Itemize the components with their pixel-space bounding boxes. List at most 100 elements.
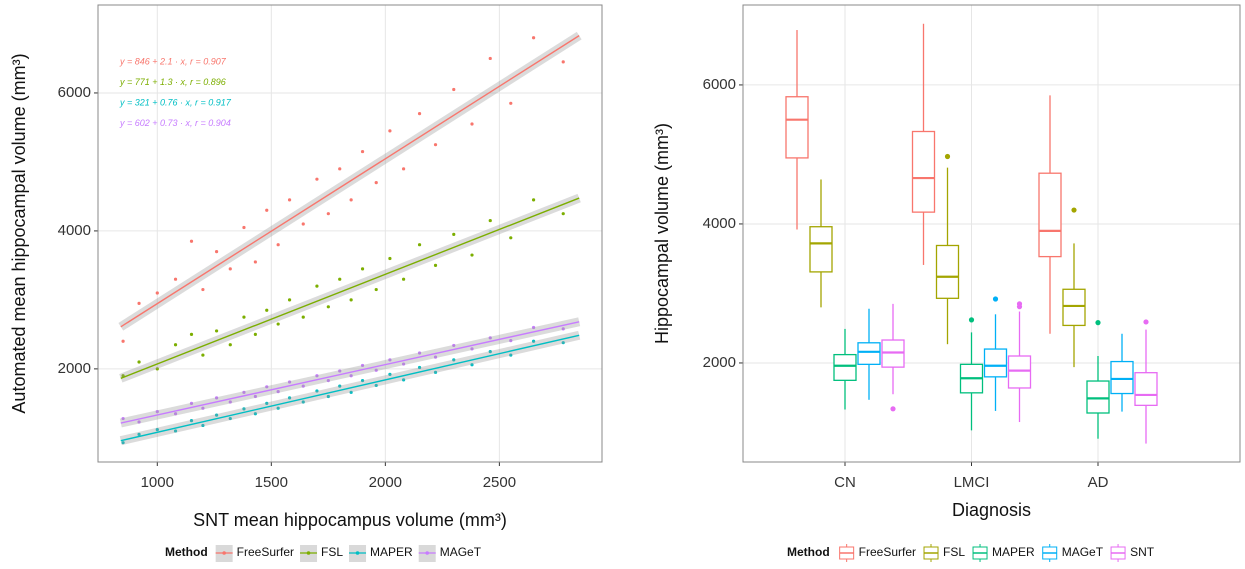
regression-line xyxy=(120,334,580,442)
data-point xyxy=(137,360,141,364)
legend-item: SNT xyxy=(1110,544,1155,562)
data-point xyxy=(155,291,159,295)
data-point xyxy=(137,420,141,424)
legend-key-point xyxy=(355,551,360,555)
data-point xyxy=(173,429,178,433)
legend-label: MAPER xyxy=(370,545,413,559)
data-point xyxy=(326,305,330,309)
y-axis-title: Automated mean hippocampal volume (mm³) xyxy=(9,53,29,413)
data-point xyxy=(173,277,178,281)
data-point xyxy=(242,225,246,230)
outlier xyxy=(1095,320,1101,326)
data-point xyxy=(531,198,536,202)
legend-label: MAGeT xyxy=(1062,545,1104,559)
data-point xyxy=(228,400,232,404)
box xyxy=(1134,372,1158,407)
x-tick-label: 2500 xyxy=(483,474,516,491)
x-tick-label: 1000 xyxy=(141,474,174,491)
data-point xyxy=(433,370,438,374)
data-point xyxy=(189,419,194,423)
data-point xyxy=(301,222,305,226)
y-tick-label: 4000 xyxy=(58,222,91,239)
legend-label: SNT xyxy=(1130,545,1155,559)
data-point xyxy=(470,363,474,367)
data-point xyxy=(417,351,422,355)
x-tick-label: 1500 xyxy=(255,474,288,491)
data-point xyxy=(287,198,292,202)
box xyxy=(1038,172,1062,258)
regression-equation: y = 846 + 2.1 · x, r = 0.907 xyxy=(119,56,227,66)
outlier xyxy=(1071,207,1077,213)
box xyxy=(833,353,857,381)
data-point xyxy=(228,267,232,271)
data-point xyxy=(189,239,194,243)
legend-item: FreeSurfer xyxy=(839,544,916,562)
data-point xyxy=(315,389,319,393)
x-axis-title: SNT mean hippocampus volume (mm³) xyxy=(193,510,507,530)
data-point xyxy=(276,243,280,247)
x-tick-label: AD xyxy=(1088,474,1109,491)
data-point xyxy=(189,332,194,336)
data-point xyxy=(301,384,305,388)
outlier xyxy=(944,153,951,160)
data-point xyxy=(349,374,353,378)
data-point xyxy=(121,441,125,445)
data-point xyxy=(201,353,205,357)
y-tick-label: 6000 xyxy=(58,84,91,101)
regression-line xyxy=(120,35,580,328)
data-point xyxy=(326,379,330,383)
data-point xyxy=(452,87,456,92)
box xyxy=(983,348,1008,378)
data-point xyxy=(388,372,392,376)
data-point xyxy=(349,298,353,302)
data-point xyxy=(374,383,378,388)
legend-item: MAPER xyxy=(349,545,413,562)
regression-equation: y = 771 + 1.3 · x, r = 0.896 xyxy=(119,77,226,87)
data-point xyxy=(388,358,392,362)
box xyxy=(809,226,833,273)
data-point xyxy=(509,338,513,343)
data-point xyxy=(301,315,305,319)
data-point xyxy=(253,332,257,336)
data-point xyxy=(276,322,280,326)
data-point xyxy=(433,263,438,268)
data-point xyxy=(374,368,378,372)
box xyxy=(935,244,960,299)
box xyxy=(1007,355,1032,389)
data-point xyxy=(509,353,513,357)
data-point xyxy=(488,336,492,340)
data-point xyxy=(214,396,219,400)
data-point xyxy=(228,416,232,421)
x-tick-label: LMCI xyxy=(954,474,990,491)
data-point xyxy=(287,380,292,384)
data-point xyxy=(201,287,205,292)
data-point xyxy=(201,406,205,410)
data-point xyxy=(360,379,365,383)
data-point xyxy=(417,365,422,370)
legend-title: Method xyxy=(787,545,830,559)
data-point xyxy=(265,385,269,389)
outlier xyxy=(968,317,975,323)
data-point xyxy=(121,416,125,421)
data-point xyxy=(201,423,205,428)
data-point xyxy=(253,394,257,399)
data-point xyxy=(214,413,219,417)
legend-title: Method xyxy=(165,545,208,559)
x-axis-title: Diagnosis xyxy=(952,500,1031,520)
data-point xyxy=(265,208,269,212)
data-point xyxy=(531,325,536,330)
data-point xyxy=(470,122,474,126)
legend-item: MAPER xyxy=(972,544,1035,562)
legend-item: FreeSurfer xyxy=(215,545,294,562)
data-point xyxy=(360,267,365,271)
data-point xyxy=(121,339,125,343)
data-point xyxy=(417,112,422,116)
data-point xyxy=(417,243,422,247)
data-point xyxy=(276,406,280,410)
data-point xyxy=(214,250,219,254)
data-point xyxy=(338,369,342,373)
data-point xyxy=(488,350,492,354)
data-point xyxy=(287,298,292,302)
data-point xyxy=(326,212,330,216)
